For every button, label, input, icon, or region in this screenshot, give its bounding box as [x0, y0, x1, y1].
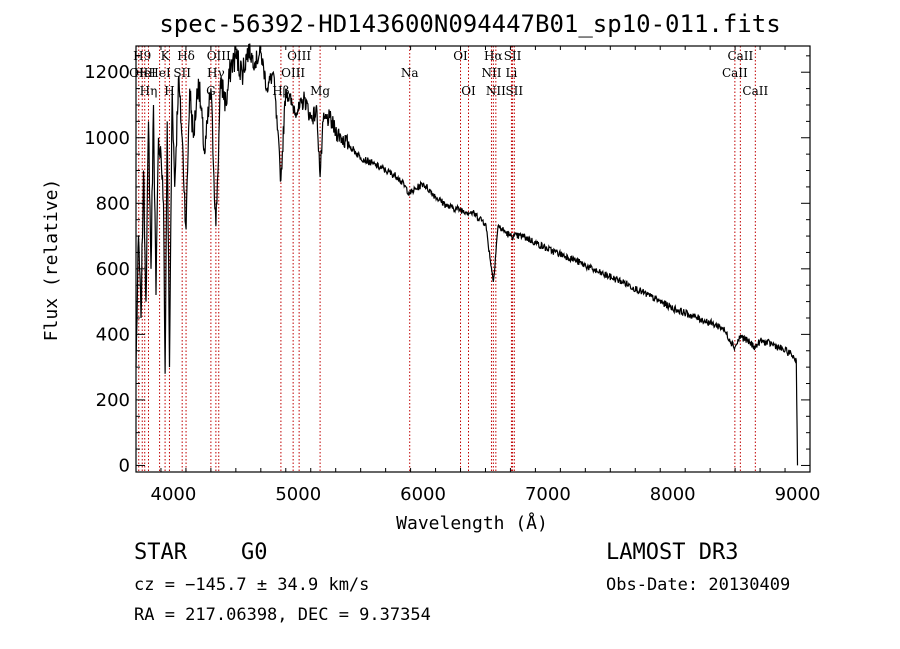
observation-date: Obs-Date: 20130409	[606, 575, 790, 595]
line-label: Hγ	[207, 66, 225, 80]
line-label: Hη	[140, 84, 158, 98]
line-label: OII	[129, 66, 149, 80]
y-tick-label: 1000	[84, 128, 130, 149]
y-tick-label: 0	[119, 455, 130, 476]
line-label: H	[164, 84, 174, 98]
line-label: OIII	[281, 66, 305, 80]
line-label: NII	[481, 66, 501, 80]
line-label: SII	[504, 49, 522, 63]
survey-name: LAMOST DR3	[606, 540, 738, 565]
line-label: OI	[453, 49, 468, 63]
line-label: OIII	[207, 49, 231, 63]
line-label: Hδ	[177, 49, 195, 63]
line-label: Li	[506, 66, 518, 80]
chart-title: spec-56392-HD143600N094447B01_sp10-011.f…	[159, 10, 780, 38]
line-label: Na	[401, 66, 419, 80]
line-label: OIII	[287, 49, 311, 63]
y-axis-ticks: 0 200 400 600 800 1000 1200	[84, 55, 810, 476]
x-tick-label: 5000	[275, 484, 321, 505]
x-tick-label: 7000	[525, 484, 571, 505]
spectral-line-labels: OIIH9HeIHηHeIKHSIIHδGHγOIIIHβOIIIOIIIMgN…	[129, 49, 768, 98]
line-label: K	[161, 49, 171, 63]
line-label: CaII	[727, 49, 753, 63]
line-label: H9	[133, 49, 151, 63]
line-label: Mg	[310, 84, 330, 98]
line-label: Hα	[484, 49, 503, 63]
y-tick-label: 600	[96, 259, 130, 280]
x-tick-label: 4000	[151, 484, 197, 505]
spectral-line-markers	[138, 46, 756, 472]
x-axis-label: Wavelength (Å)	[396, 512, 548, 534]
plot-frame	[135, 45, 811, 473]
line-label: OI	[461, 84, 476, 98]
y-tick-label: 400	[96, 324, 130, 345]
x-tick-label: 6000	[400, 484, 446, 505]
line-label: HeI	[148, 66, 171, 80]
y-axis-label: Flux (relative)	[41, 179, 62, 342]
y-tick-label: 1200	[84, 62, 130, 83]
line-label: CaII	[722, 66, 748, 80]
y-tick-label: 800	[96, 193, 130, 214]
line-label: SII	[505, 84, 523, 98]
coordinates-readout: RA = 217.06398, DEC = 9.37354	[134, 605, 431, 625]
y-tick-label: 200	[96, 390, 130, 411]
object-class: STAR	[134, 540, 188, 565]
line-label: HeI	[134, 66, 157, 80]
x-tick-label: 9000	[775, 484, 821, 505]
x-axis-ticks: 4000 5000 6000 7000 8000 9000	[135, 46, 821, 505]
object-subclass: G0	[241, 540, 268, 565]
line-label: SII	[173, 66, 191, 80]
x-tick-label: 8000	[650, 484, 696, 505]
line-label: CaII	[742, 84, 768, 98]
line-label: NII	[486, 84, 506, 98]
spectrum-line	[135, 43, 799, 466]
redshift-readout: cz = −145.7 ± 34.9 km/s	[134, 575, 369, 595]
